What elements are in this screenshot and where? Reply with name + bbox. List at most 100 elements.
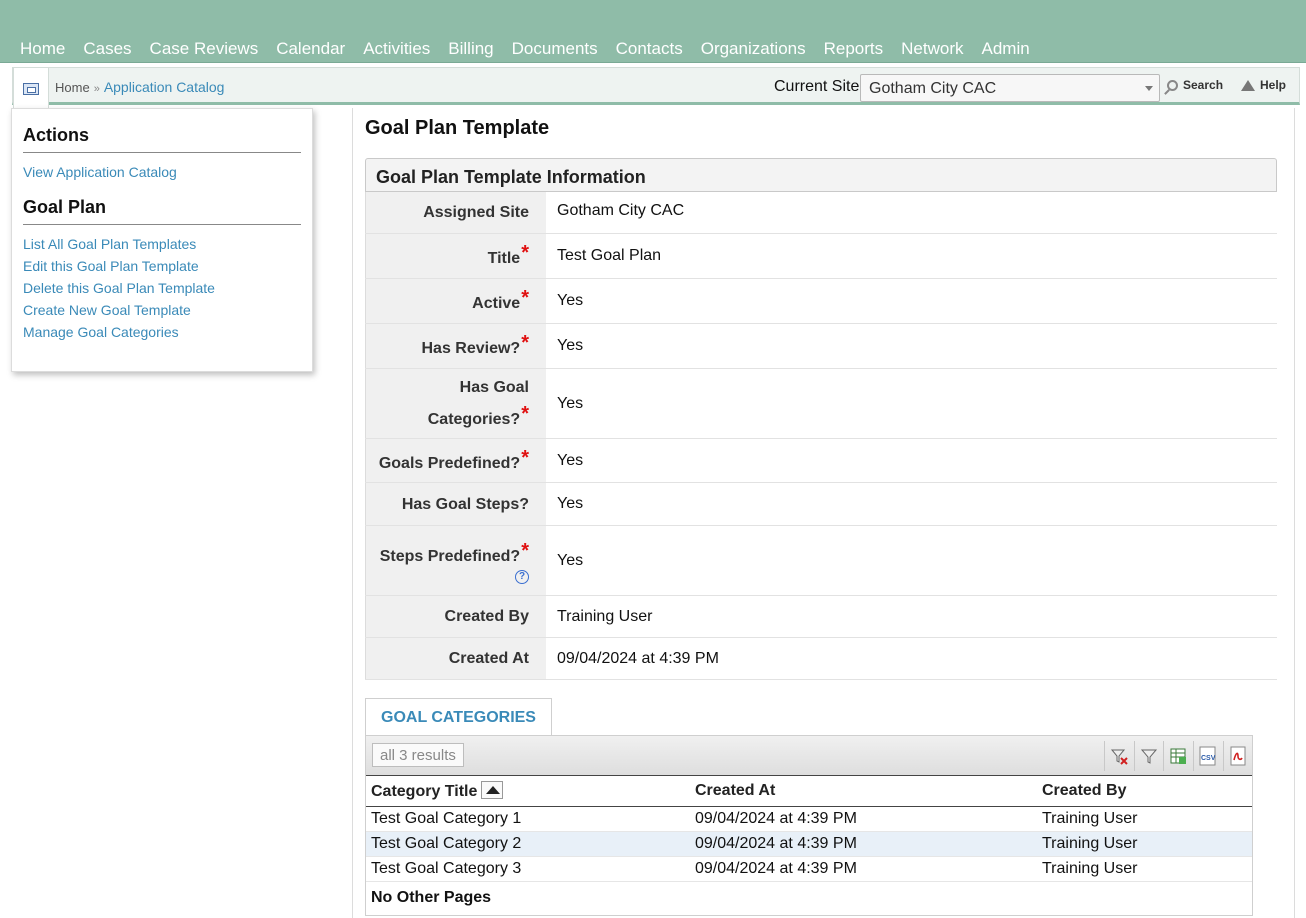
pdf-icon xyxy=(1230,746,1245,766)
field-row-steps-predefined: Steps Predefined?* ? Yes xyxy=(365,526,1277,596)
cell-created-by: Training User xyxy=(1037,831,1252,857)
tab-goal-categories[interactable]: GOAL CATEGORIES xyxy=(365,698,552,736)
nav-admin[interactable]: Admin xyxy=(981,39,1030,58)
field-value: Yes xyxy=(557,451,584,469)
field-label: Has Goal Categories?* xyxy=(365,369,546,438)
pagination-note: No Other Pages xyxy=(371,888,492,906)
breadcrumb: Home» Application Catalog xyxy=(55,79,224,95)
field-value: Gotham City CAC xyxy=(557,202,685,219)
filter-icon xyxy=(1140,749,1157,764)
field-value: Yes xyxy=(557,495,584,512)
breadcrumb-application-catalog[interactable]: Application Catalog xyxy=(103,79,225,95)
nav-reports[interactable]: Reports xyxy=(823,39,884,58)
field-row-has-goal-steps: Has Goal Steps? Yes xyxy=(365,483,1277,526)
nav-activities[interactable]: Activities xyxy=(363,39,431,58)
sort-ascending-icon[interactable] xyxy=(481,780,504,799)
field-label: Created At xyxy=(365,638,546,679)
field-label: Assigned Site xyxy=(365,192,546,233)
field-value: Yes xyxy=(557,337,584,354)
field-value: Training User xyxy=(557,607,653,625)
required-marker: * xyxy=(521,242,529,264)
field-label-text: Active xyxy=(472,295,521,312)
sidebar-toggle-button[interactable] xyxy=(13,67,49,110)
required-marker: * xyxy=(521,539,529,562)
nav-organizations[interactable]: Organizations xyxy=(700,39,806,58)
info-panel: Goal Plan Template Information Assigned … xyxy=(365,158,1277,680)
clear-filter-button[interactable] xyxy=(1104,741,1132,771)
spreadsheet-icon xyxy=(1170,748,1186,764)
nav-home[interactable]: Home xyxy=(20,39,66,58)
field-label-text: Created At xyxy=(448,650,529,667)
sidebar: Actions View Application Catalog Goal Pl… xyxy=(11,108,313,372)
page-title: Goal Plan Template xyxy=(365,117,550,139)
table-header-row: Category Title Created At Created By xyxy=(366,776,1252,807)
field-row-has-review: Has Review?* Yes xyxy=(365,324,1277,369)
export-pdf-button[interactable] xyxy=(1223,741,1251,771)
search-label: Search xyxy=(1183,78,1224,92)
field-value: Yes xyxy=(557,292,584,309)
field-row-active: Active* Yes xyxy=(365,279,1277,324)
results-count-badge: all 3 results xyxy=(372,743,464,767)
field-row-title: Title* Test Goal Plan xyxy=(365,234,1277,279)
sidebar-link-list-templates[interactable]: List All Goal Plan Templates xyxy=(23,236,197,252)
current-site-label: Current Site xyxy=(774,78,860,95)
field-value: Test Goal Plan xyxy=(557,247,662,264)
field-row-created-by: Created By Training User xyxy=(365,596,1277,638)
breadcrumb-bar: Home» Application Catalog Current Site Go… xyxy=(12,67,1300,110)
field-value: 09/04/2024 at 4:39 PM xyxy=(557,649,719,667)
help-label: Help xyxy=(1260,78,1287,92)
required-marker: * xyxy=(521,332,529,354)
nav-cases[interactable]: Cases xyxy=(83,39,132,58)
nav-billing[interactable]: Billing xyxy=(448,39,494,58)
required-marker: * xyxy=(521,287,529,309)
field-row-assigned-site: Assigned Site Gotham City CAC xyxy=(365,192,1277,234)
required-marker: * xyxy=(521,446,529,469)
cell-category-title: Test Goal Category 1 xyxy=(366,806,690,832)
info-panel-header: Goal Plan Template Information xyxy=(365,158,1277,192)
goal-categories-grid: all 3 results CSV Category Title Created xyxy=(365,735,1253,916)
field-value: Yes xyxy=(557,551,584,569)
field-label-text: Has Review? xyxy=(421,340,521,357)
column-header-created-at[interactable]: Created At xyxy=(690,776,1037,807)
column-header-category-title[interactable]: Category Title xyxy=(366,776,690,807)
search-icon xyxy=(1167,79,1178,91)
export-excel-button[interactable] xyxy=(1163,741,1191,771)
field-label: Goals Predefined?* xyxy=(365,439,546,482)
nav-calendar[interactable]: Calendar xyxy=(276,39,346,58)
nav-documents[interactable]: Documents xyxy=(511,39,598,58)
nav-contacts[interactable]: Contacts xyxy=(615,39,683,58)
field-label: Has Review?* xyxy=(365,324,546,368)
field-label-text: Assigned Site xyxy=(423,204,529,221)
sidebar-link-manage-goal-categories[interactable]: Manage Goal Categories xyxy=(23,324,179,340)
export-csv-button[interactable]: CSV xyxy=(1193,741,1221,771)
current-site-select[interactable]: Gotham City CAC xyxy=(860,74,1160,102)
table-row[interactable]: Test Goal Category 1 09/04/2024 at 4:39 … xyxy=(366,806,1252,832)
cell-created-at: 09/04/2024 at 4:39 PM xyxy=(690,856,1037,882)
breadcrumb-separator: » xyxy=(93,83,100,95)
csv-icon-text: CSV xyxy=(1201,755,1216,762)
sidebar-link-create-goal-template[interactable]: Create New Goal Template xyxy=(23,302,191,318)
field-value: Yes xyxy=(557,394,584,412)
column-header-created-by[interactable]: Created By xyxy=(1037,776,1252,807)
breadcrumb-home[interactable]: Home xyxy=(55,80,90,95)
help-button[interactable]: Help xyxy=(1241,78,1286,92)
search-button[interactable]: Search xyxy=(1167,78,1223,92)
field-label-text: Created By xyxy=(444,608,529,625)
cell-created-by: Training User xyxy=(1037,856,1252,882)
cell-created-at: 09/04/2024 at 4:39 PM xyxy=(690,806,1037,832)
help-question-icon[interactable]: ? xyxy=(515,569,529,584)
sidebar-link-view-application-catalog[interactable]: View Application Catalog xyxy=(23,164,177,180)
field-label: Has Goal Steps? xyxy=(365,483,546,525)
top-navigation: Home Cases Case Reviews Calendar Activit… xyxy=(0,0,1306,63)
sidebar-link-delete-template[interactable]: Delete this Goal Plan Template xyxy=(23,280,215,296)
nav-case-reviews[interactable]: Case Reviews xyxy=(149,39,259,58)
field-label: Created By xyxy=(365,596,546,637)
sidebar-link-edit-template[interactable]: Edit this Goal Plan Template xyxy=(23,258,199,274)
actions-heading: Actions xyxy=(23,125,301,153)
cell-created-at: 09/04/2024 at 4:39 PM xyxy=(690,831,1037,857)
table-row[interactable]: Test Goal Category 2 09/04/2024 at 4:39 … xyxy=(366,831,1252,857)
sidebar-toggle-icon xyxy=(23,83,39,95)
nav-network[interactable]: Network xyxy=(901,39,964,58)
table-row[interactable]: Test Goal Category 3 09/04/2024 at 4:39 … xyxy=(366,856,1252,882)
filter-button[interactable] xyxy=(1134,741,1162,771)
